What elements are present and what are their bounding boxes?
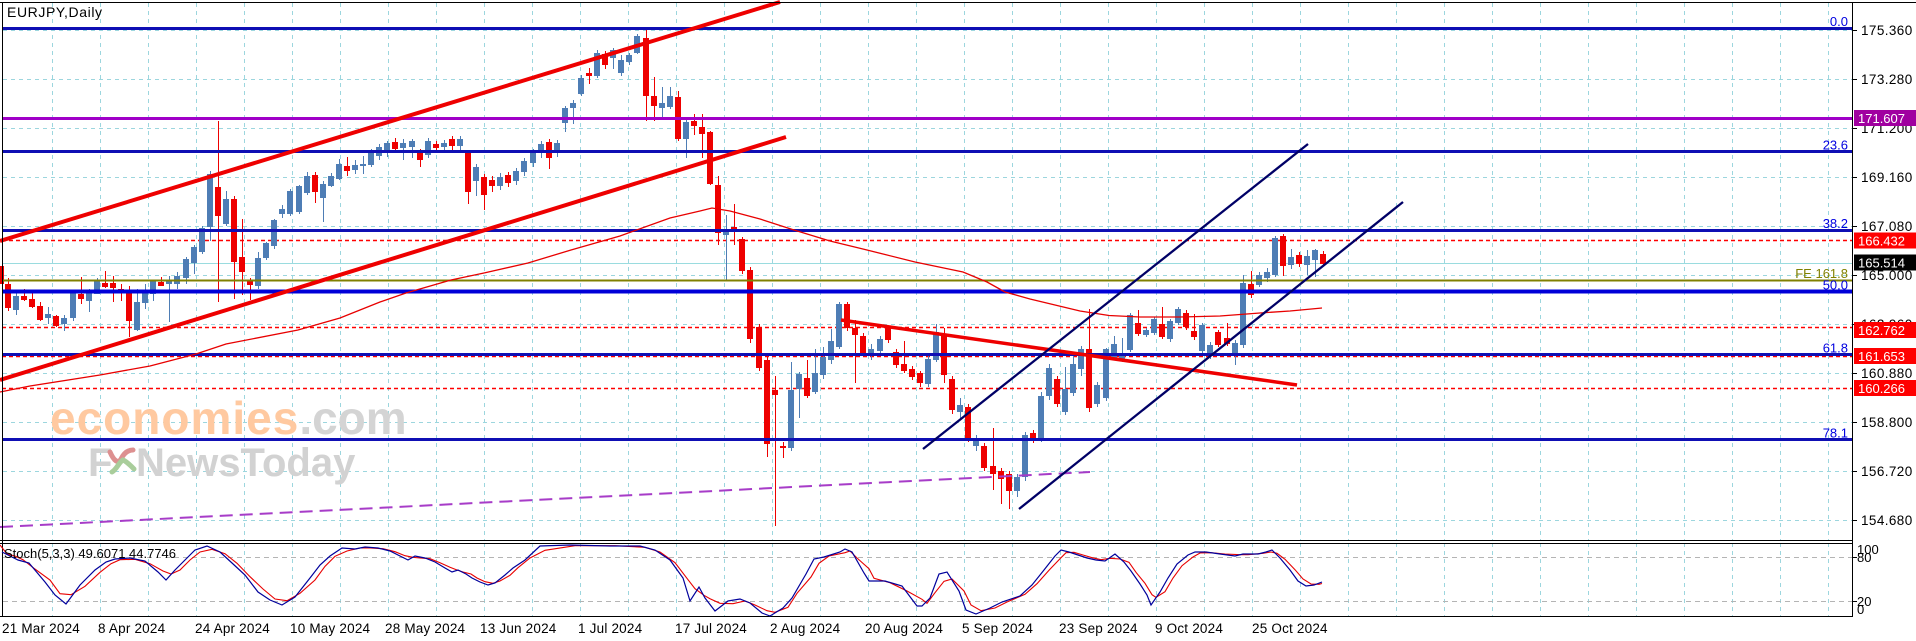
svg-text:38.2: 38.2	[1823, 216, 1848, 231]
svg-text:160.266: 160.266	[1858, 381, 1905, 396]
svg-text:169.160: 169.160	[1861, 170, 1913, 185]
svg-text:economies.com: economies.com	[50, 392, 407, 444]
svg-text:165.000: 165.000	[1861, 268, 1913, 283]
svg-text:1 Jul 2024: 1 Jul 2024	[578, 621, 643, 636]
svg-text:100: 100	[1857, 542, 1879, 557]
svg-text:2 Aug 2024: 2 Aug 2024	[770, 621, 841, 636]
svg-text:80: 80	[1857, 550, 1871, 565]
svg-text:8 Apr 2024: 8 Apr 2024	[98, 621, 166, 636]
svg-text:25 Oct 2024: 25 Oct 2024	[1252, 621, 1328, 636]
svg-text:13 Jun 2024: 13 Jun 2024	[480, 621, 557, 636]
svg-text:9 Oct 2024: 9 Oct 2024	[1155, 621, 1223, 636]
svg-text:23 Sep 2024: 23 Sep 2024	[1059, 621, 1138, 636]
svg-text:Stoch(5,3,3) 49.6071 44.7746: Stoch(5,3,3) 49.6071 44.7746	[4, 546, 176, 561]
svg-text:171.607: 171.607	[1858, 111, 1905, 126]
svg-text:28 May 2024: 28 May 2024	[385, 621, 466, 636]
svg-text:161.653: 161.653	[1858, 349, 1905, 364]
svg-text:50.0: 50.0	[1823, 278, 1848, 293]
svg-text:78.1: 78.1	[1823, 426, 1848, 441]
svg-text:24 Apr 2024: 24 Apr 2024	[195, 621, 270, 636]
svg-text:162.762: 162.762	[1858, 323, 1905, 338]
svg-text:165.514: 165.514	[1858, 256, 1905, 271]
svg-text:61.8: 61.8	[1823, 341, 1848, 356]
svg-text:23.6: 23.6	[1823, 138, 1848, 153]
svg-text:10 May 2024: 10 May 2024	[290, 621, 371, 636]
svg-text:21 Mar 2024: 21 Mar 2024	[2, 621, 80, 636]
svg-text:156.720: 156.720	[1861, 464, 1913, 479]
svg-text:EURJPY,Daily: EURJPY,Daily	[7, 4, 103, 20]
svg-text:175.360: 175.360	[1861, 23, 1913, 38]
svg-text:173.280: 173.280	[1861, 72, 1913, 87]
svg-text:166.432: 166.432	[1858, 234, 1905, 249]
svg-text:FE 161.8: FE 161.8	[1795, 266, 1848, 281]
svg-text:154.680: 154.680	[1861, 513, 1913, 528]
svg-text:0.0: 0.0	[1830, 14, 1848, 29]
svg-text:20: 20	[1857, 594, 1871, 609]
svg-text:NewsToday: NewsToday	[136, 441, 356, 485]
svg-text:0: 0	[1857, 602, 1864, 617]
svg-text:20 Aug 2024: 20 Aug 2024	[865, 621, 943, 636]
svg-text:158.800: 158.800	[1861, 415, 1913, 430]
svg-text:167.080: 167.080	[1861, 219, 1913, 234]
svg-text:5 Sep 2024: 5 Sep 2024	[962, 621, 1033, 636]
svg-text:17 Jul 2024: 17 Jul 2024	[675, 621, 747, 636]
svg-text:F: F	[88, 441, 112, 485]
svg-text:160.880: 160.880	[1861, 366, 1913, 381]
